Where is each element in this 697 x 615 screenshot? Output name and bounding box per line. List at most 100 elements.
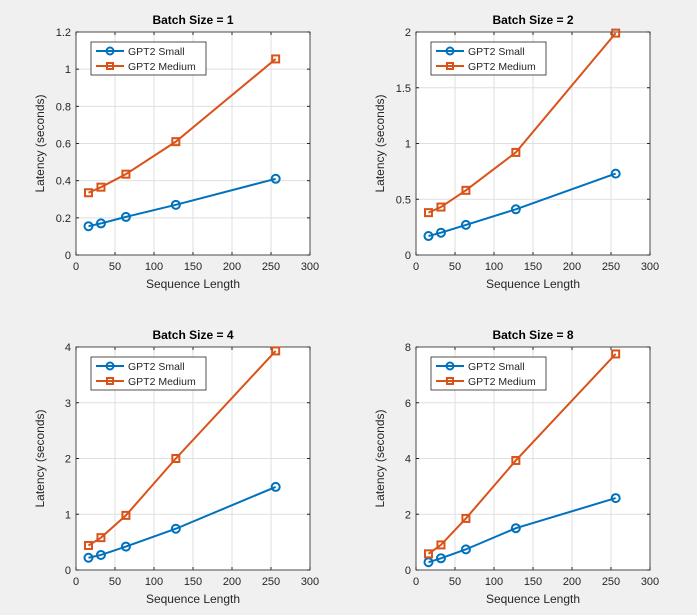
chart-title: Batch Size = 1 — [152, 13, 233, 27]
y-tick-label: 0 — [65, 250, 71, 262]
x-tick-label: 0 — [413, 261, 419, 273]
chart-title: Batch Size = 4 — [152, 328, 233, 342]
legend: GPT2 Small GPT2 Medium — [430, 41, 547, 76]
x-tick-label: 100 — [485, 261, 503, 273]
legend-marker-square — [106, 62, 114, 70]
x-axis-label: Sequence Length — [146, 592, 240, 606]
data-point — [271, 54, 281, 64]
axes-box — [415, 346, 651, 571]
y-tick-label: 1.5 — [396, 83, 411, 95]
y-tick-label: 0 — [405, 250, 411, 262]
data-point — [510, 523, 521, 534]
x-tick-label: 200 — [563, 576, 581, 588]
x-axis-label: Sequence Length — [486, 592, 580, 606]
y-axis-label: Latency (seconds) — [33, 94, 47, 192]
x-tick-label: 300 — [641, 576, 659, 588]
data-point — [96, 533, 106, 543]
legend-label: GPT2 Medium — [468, 61, 536, 73]
y-tick-label: 0.5 — [396, 194, 411, 206]
x-tick-label: 0 — [413, 576, 419, 588]
data-point — [423, 231, 434, 242]
y-tick-label: 2 — [65, 454, 71, 466]
chart-title: Batch Size = 8 — [492, 328, 573, 342]
data-point — [270, 481, 281, 492]
y-tick-label: 0 — [65, 565, 71, 577]
data-point — [460, 219, 471, 230]
data-point — [171, 137, 181, 147]
x-tick-label: 200 — [563, 261, 581, 273]
legend-marker-circle — [445, 46, 455, 56]
y-tick-label: 1 — [65, 64, 71, 76]
legend-label: GPT2 Medium — [128, 61, 196, 73]
x-tick-label: 200 — [223, 261, 241, 273]
data-point — [171, 454, 181, 463]
data-point — [83, 221, 94, 232]
legend: GPT2 Small GPT2 Medium — [90, 41, 207, 76]
x-tick-label: 50 — [109, 261, 121, 273]
legend-marker-circle — [105, 46, 115, 56]
y-tick-label: 1 — [65, 509, 71, 521]
y-tick-label: 8 — [405, 342, 411, 354]
x-tick-label: 50 — [109, 576, 121, 588]
chart-title: Batch Size = 2 — [492, 13, 573, 27]
data-point — [170, 523, 181, 534]
legend-label: GPT2 Medium — [128, 376, 196, 388]
data-point — [120, 541, 131, 552]
data-point — [511, 147, 521, 157]
data-point — [611, 349, 621, 359]
legend-label: GPT2 Small — [128, 46, 185, 58]
x-tick-label: 300 — [641, 261, 659, 273]
axes-box — [75, 346, 311, 571]
x-tick-label: 250 — [602, 261, 620, 273]
y-tick-label: 2 — [405, 27, 411, 39]
x-tick-label: 300 — [301, 261, 319, 273]
x-tick-label: 150 — [184, 261, 202, 273]
axes-box — [415, 31, 651, 256]
legend-label: GPT2 Medium — [468, 376, 536, 388]
data-point — [435, 553, 446, 564]
data-point — [83, 188, 93, 198]
legend: GPT2 Small GPT2 Medium — [90, 356, 207, 391]
y-tick-label: 0.2 — [56, 213, 71, 225]
x-axis-label: Sequence Length — [146, 277, 240, 291]
legend-marker-square — [446, 377, 454, 385]
subplot-2: 0 50 100 150 200 250 300 0 0.5 1 1.5 2 Batch Size = … — [373, 13, 659, 291]
data-point — [461, 513, 471, 523]
data-point — [120, 211, 131, 222]
data-point — [436, 202, 446, 212]
data-point — [270, 173, 281, 184]
x-tick-label: 100 — [145, 576, 163, 588]
x-tick-label: 0 — [73, 576, 79, 588]
subplot-4: 0 50 100 150 200 250 300 0 2 4 6 8 Batch Size = 8 Seq… — [373, 328, 659, 606]
data-point — [83, 540, 93, 550]
x-tick-label: 100 — [485, 576, 503, 588]
y-axis-label: Latency (seconds) — [373, 409, 387, 507]
y-axis-label: Latency (seconds) — [373, 94, 387, 192]
data-point — [510, 204, 521, 215]
y-tick-label: 3 — [65, 398, 71, 410]
axes-box — [75, 31, 311, 256]
data-point — [121, 510, 131, 520]
legend-label: GPT2 Small — [468, 361, 525, 373]
x-tick-label: 100 — [145, 261, 163, 273]
data-point — [423, 549, 433, 559]
data-point — [423, 208, 433, 218]
data-point — [271, 346, 281, 356]
x-tick-label: 150 — [524, 576, 542, 588]
y-tick-label: 0.6 — [56, 139, 71, 151]
legend-label: GPT2 Small — [128, 361, 185, 373]
data-point — [610, 168, 621, 179]
data-point — [121, 169, 131, 179]
data-point — [95, 218, 106, 229]
y-axis-label: Latency (seconds) — [33, 409, 47, 507]
data-point — [610, 493, 621, 504]
x-tick-label: 150 — [524, 261, 542, 273]
x-tick-label: 250 — [602, 576, 620, 588]
x-tick-label: 300 — [301, 576, 319, 588]
y-tick-label: 1.2 — [56, 27, 71, 39]
legend-marker-square — [106, 377, 114, 385]
data-point — [461, 185, 471, 195]
legend-marker-square — [446, 62, 454, 70]
data-point — [511, 455, 521, 465]
